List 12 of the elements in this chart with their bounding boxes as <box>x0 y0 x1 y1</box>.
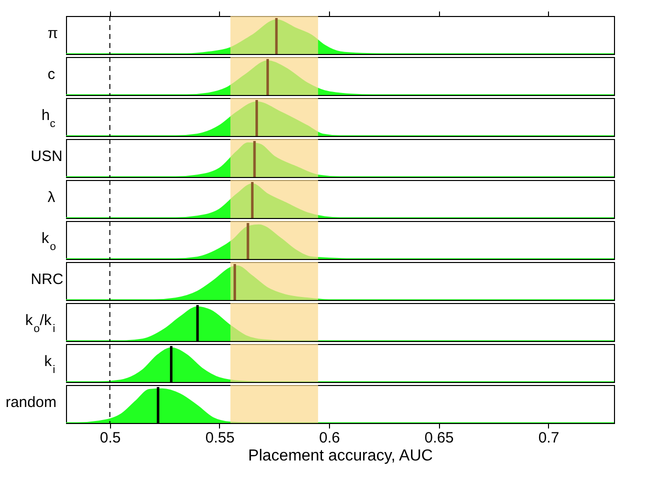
y-axis-title: c <box>48 66 56 83</box>
y-axis-title: USN <box>30 148 62 165</box>
y-axis-title: random <box>6 394 56 411</box>
x-tick-label: 0.6 <box>319 430 340 446</box>
x-tick-label: 0.5 <box>100 430 121 446</box>
x-tick-label: 0.7 <box>538 430 560 446</box>
y-axis-title: π <box>48 25 58 42</box>
y-axis-title: NRC <box>30 271 64 288</box>
x-axis-title: Placement accuracy, AUC <box>248 448 433 464</box>
x-tick-label: 0.65 <box>424 430 454 446</box>
y-axis-title: λ <box>48 189 56 206</box>
x-tick-label: 0.55 <box>205 430 235 446</box>
